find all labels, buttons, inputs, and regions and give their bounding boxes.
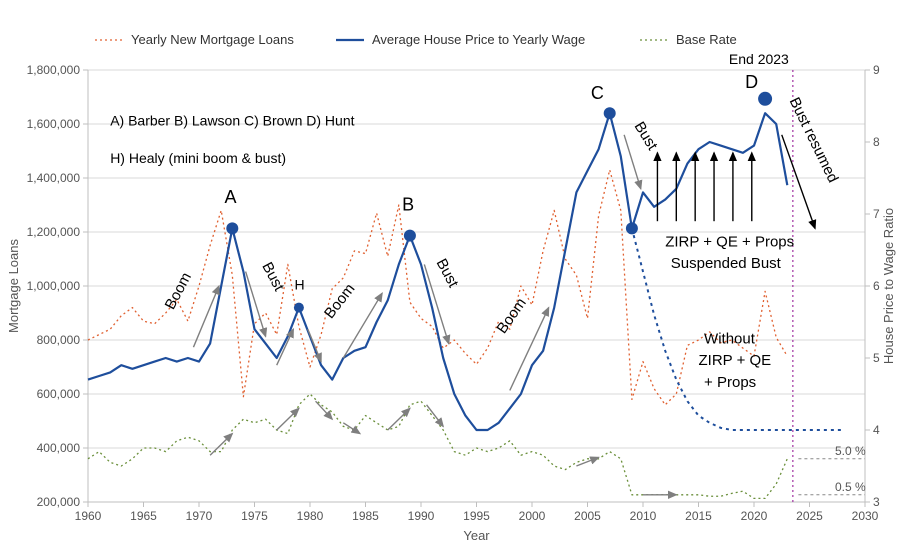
svg-text:Boom: Boom bbox=[493, 295, 529, 337]
svg-text:2020: 2020 bbox=[741, 509, 768, 523]
chart-container: 1960 1965 1970 1975 1980 1985 1990 1995 2000 2005… bbox=[0, 0, 899, 556]
svg-text:A: A bbox=[225, 187, 237, 207]
svg-text:Boom: Boom bbox=[162, 270, 195, 313]
svg-text:5.0 %: 5.0 % bbox=[835, 444, 866, 458]
svg-text:+ Props: + Props bbox=[704, 374, 756, 391]
svg-text:2010: 2010 bbox=[630, 509, 657, 523]
svg-text:B: B bbox=[402, 194, 414, 214]
svg-text:1990: 1990 bbox=[408, 509, 435, 523]
svg-text:2025: 2025 bbox=[796, 509, 823, 523]
svg-text:1960: 1960 bbox=[75, 509, 102, 523]
svg-text:9: 9 bbox=[873, 63, 880, 77]
svg-text:Mortgage Loans: Mortgage Loans bbox=[6, 239, 21, 333]
svg-text:8: 8 bbox=[873, 135, 880, 149]
svg-text:Bust resumed: Bust resumed bbox=[786, 95, 842, 186]
svg-text:800,000: 800,000 bbox=[37, 333, 81, 347]
svg-text:6: 6 bbox=[873, 279, 880, 293]
svg-text:Yearly New Mortgage Loans: Yearly New Mortgage Loans bbox=[131, 32, 294, 47]
svg-text:5: 5 bbox=[873, 351, 880, 365]
svg-text:600,000: 600,000 bbox=[37, 387, 81, 401]
svg-text:Without: Without bbox=[704, 331, 756, 348]
svg-text:1985: 1985 bbox=[352, 509, 379, 523]
svg-text:3: 3 bbox=[873, 495, 880, 509]
svg-text:2005: 2005 bbox=[574, 509, 601, 523]
svg-text:H: H bbox=[294, 277, 304, 293]
svg-text:1995: 1995 bbox=[463, 509, 490, 523]
svg-text:1,000,000: 1,000,000 bbox=[27, 279, 81, 293]
svg-text:D: D bbox=[745, 72, 758, 92]
svg-text:Average House Price to Yearly: Average House Price to Yearly Wage bbox=[372, 32, 585, 47]
svg-text:2000: 2000 bbox=[519, 509, 546, 523]
svg-text:4: 4 bbox=[873, 423, 880, 437]
svg-text:1,800,000: 1,800,000 bbox=[27, 63, 81, 77]
svg-text:2030: 2030 bbox=[852, 509, 879, 523]
svg-text:End 2023: End 2023 bbox=[729, 51, 789, 67]
svg-text:2015: 2015 bbox=[685, 509, 712, 523]
svg-text:400,000: 400,000 bbox=[37, 441, 81, 455]
svg-text:ZIRP + QE: ZIRP + QE bbox=[699, 352, 772, 369]
svg-text:Base Rate: Base Rate bbox=[676, 32, 737, 47]
svg-text:1,400,000: 1,400,000 bbox=[27, 171, 81, 185]
svg-text:7: 7 bbox=[873, 207, 880, 221]
svg-text:C: C bbox=[591, 83, 604, 103]
svg-text:Year: Year bbox=[463, 528, 490, 543]
svg-text:ZIRP + QE + Props: ZIRP + QE + Props bbox=[665, 233, 794, 250]
svg-text:0.5 %: 0.5 % bbox=[835, 480, 866, 494]
svg-text:1975: 1975 bbox=[241, 509, 268, 523]
svg-text:Boom: Boom bbox=[321, 281, 359, 322]
svg-text:200,000: 200,000 bbox=[37, 495, 81, 509]
svg-text:Suspended Bust: Suspended Bust bbox=[671, 255, 782, 272]
svg-text:1980: 1980 bbox=[297, 509, 324, 523]
chart-svg: 1960 1965 1970 1975 1980 1985 1990 1995 2000 2005… bbox=[0, 0, 899, 556]
svg-text:1,200,000: 1,200,000 bbox=[27, 225, 81, 239]
svg-text:1970: 1970 bbox=[186, 509, 213, 523]
svg-text:1,600,000: 1,600,000 bbox=[27, 117, 81, 131]
svg-text:House Price to Wage Ratio: House Price to Wage Ratio bbox=[881, 208, 896, 364]
svg-text:A) Barber B) Lawson: A) Barber B) Lawson C) Brown D) Hunt bbox=[110, 112, 354, 128]
svg-text:Bust: Bust bbox=[258, 259, 287, 294]
svg-text:1965: 1965 bbox=[130, 509, 157, 523]
svg-text:H) Healy (mini boom & bust): H) Healy (mini boom & bust) bbox=[110, 150, 286, 166]
